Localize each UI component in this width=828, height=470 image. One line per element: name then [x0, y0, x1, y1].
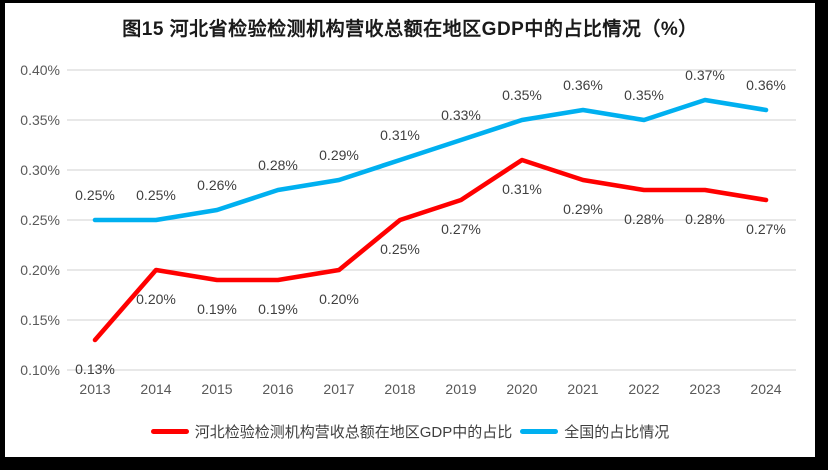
data-label-hebei: 0.20% [319, 291, 359, 307]
data-label-national: 0.33% [441, 107, 481, 123]
x-axis-tick-label: 2022 [628, 381, 659, 397]
data-label-hebei: 0.27% [746, 221, 786, 237]
data-label-hebei: 0.25% [380, 241, 420, 257]
legend-label-national: 全国的占比情况 [564, 424, 670, 441]
y-axis-tick-label: 0.30% [20, 162, 60, 178]
x-axis-tick-label: 2018 [384, 381, 415, 397]
data-label-hebei: 0.29% [563, 201, 603, 217]
series-line-national[interactable] [92, 97, 769, 223]
x-axis-tick-label: 2021 [567, 381, 598, 397]
data-label-hebei: 0.19% [197, 301, 237, 317]
x-axis-tick-label: 2014 [140, 381, 171, 397]
data-label-national: 0.35% [502, 87, 542, 103]
chart-svg: 0.40% 0.35% 0.30% 0.25% 0.20% 0.15% 0.10% 2013 2… [20, 62, 796, 397]
data-label-national: 0.29% [319, 147, 359, 163]
x-axis-tick-label: 2013 [79, 381, 110, 397]
legend-label-hebei: 河北检验检测机构营收总额在地区GDP中的占比 [194, 424, 513, 441]
y-axis-tick-label: 0.25% [20, 212, 60, 228]
legend: 河北检验检测机构营收总额在地区GDP中的占比 全国的占比情况 [5, 421, 815, 442]
x-axis-tick-label: 2017 [323, 381, 354, 397]
x-axis-tick-label: 2019 [445, 381, 476, 397]
data-label-hebei: 0.27% [441, 221, 481, 237]
data-label-national: 0.28% [258, 157, 298, 173]
series-line-hebei[interactable] [92, 157, 769, 343]
y-axis-tick-label: 0.40% [20, 62, 60, 78]
data-label-national: 0.26% [197, 177, 237, 193]
legend-swatch-hebei [150, 429, 189, 434]
legend-swatch-national [520, 429, 559, 434]
data-label-national: 0.25% [136, 187, 176, 203]
data-label-national: 0.36% [563, 77, 603, 93]
data-label-hebei: 0.20% [136, 291, 176, 307]
data-label-national: 0.36% [746, 77, 786, 93]
x-axis-tick-label: 2024 [750, 381, 781, 397]
data-label-hebei: 0.28% [685, 211, 725, 227]
y-axis-tick-label: 0.10% [20, 362, 60, 378]
legend-item-national[interactable]: 全国的占比情况 [520, 421, 669, 442]
data-label-national: 0.37% [685, 67, 725, 83]
x-axis-tick-label: 2020 [506, 381, 537, 397]
data-label-national: 0.35% [624, 87, 664, 103]
legend-item-hebei[interactable]: 河北检验检测机构营收总额在地区GDP中的占比 [150, 421, 513, 442]
data-label-national: 0.25% [75, 187, 115, 203]
data-label-hebei: 0.13% [75, 361, 115, 377]
data-label-hebei: 0.31% [502, 181, 542, 197]
y-axis-tick-label: 0.35% [20, 112, 60, 128]
x-axis-tick-label: 2023 [689, 381, 720, 397]
chart-card: 图15 河北省检验检测机构营收总额在地区GDP中的占比情况（%） 0.40% 0.… [5, 3, 815, 457]
chart-title: 图15 河北省检验检测机构营收总额在地区GDP中的占比情况（%） [122, 19, 698, 40]
data-label-national: 0.31% [380, 127, 420, 143]
data-label-hebei: 0.19% [258, 301, 298, 317]
x-axis-tick-label: 2015 [201, 381, 232, 397]
y-axis-tick-label: 0.15% [20, 312, 60, 328]
x-axis-tick-label: 2016 [262, 381, 293, 397]
data-label-hebei: 0.28% [624, 211, 664, 227]
y-axis-tick-label: 0.20% [20, 262, 60, 278]
